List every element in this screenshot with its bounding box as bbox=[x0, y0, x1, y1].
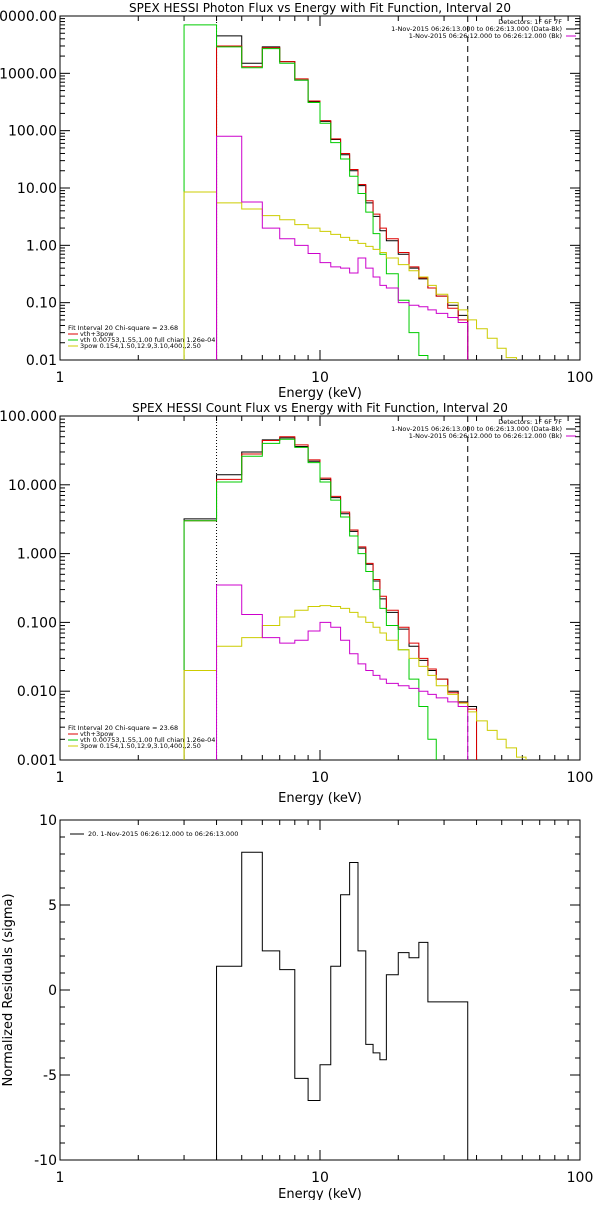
count-flux-legend-tr-text: Detectors: 1F 6F 7F bbox=[498, 418, 562, 426]
count-flux-ytick-label: 10.000 bbox=[8, 478, 57, 494]
photon-flux-xtick-label: 10 bbox=[311, 370, 329, 386]
count-flux-panel: SPEX HESSI Count Flux vs Energy with Fit… bbox=[0, 401, 593, 806]
residuals-xtick-label: 10 bbox=[311, 1170, 329, 1186]
count-flux-series-2 bbox=[183, 438, 437, 760]
photon-flux-xtick-label: 1 bbox=[56, 370, 65, 386]
photon-flux-series-4 bbox=[216, 135, 469, 360]
photon-flux-legend-tr-text: Detectors: 1F 6F 7F bbox=[498, 18, 562, 26]
count-flux-legend-bl-text: vth 0.00753,1.55,1.00 full chian 1.26e-0… bbox=[80, 736, 215, 744]
count-flux-legend-bl-text: vth+3pow bbox=[80, 730, 114, 738]
residuals-ytick-label: 5 bbox=[48, 898, 57, 914]
residuals-xlabel: Energy (keV) bbox=[278, 1187, 362, 1200]
photon-flux-legend-tr-text: 1-Nov-2015 06:26:12.000 to 06:26:12.000 … bbox=[409, 32, 562, 40]
count-flux-xtick-label: 100 bbox=[567, 770, 594, 786]
photon-flux-panel: SPEX HESSI Photon Flux vs Energy with Fi… bbox=[0, 1, 593, 401]
photon-flux-frame bbox=[59, 15, 581, 361]
photon-flux-series-2 bbox=[183, 24, 429, 360]
residuals-panel: Energy (keV) Normalized Residuals (sigma… bbox=[1, 813, 594, 1202]
count-flux-title: SPEX HESSI Count Flux vs Energy with Fit… bbox=[132, 401, 508, 415]
residuals-ytick-label: -5 bbox=[43, 1068, 57, 1084]
photon-flux-xlabel: Energy (keV) bbox=[278, 386, 362, 401]
photon-flux-legend-bl-text: vth 0.00753,1.55,1.00 full chian 1.26e-0… bbox=[80, 336, 215, 344]
photon-flux-legend-bl-text: vth+3pow bbox=[80, 330, 114, 338]
photon-flux-legend-bl-text: Fit Interval 20 Chi-square = 23.68 bbox=[68, 324, 178, 332]
residuals-ytick-label: 10 bbox=[39, 813, 57, 829]
count-flux-xlabel: Energy (keV) bbox=[278, 791, 362, 806]
photon-flux-series-1 bbox=[216, 45, 469, 360]
count-flux-ytick-label: 0.001 bbox=[17, 753, 57, 769]
count-flux-legend-bl-text: 3pow 0.154,1.50,12.9,3.10,400.,2.50 bbox=[80, 742, 201, 750]
residuals-xtick-label: 1 bbox=[56, 1170, 65, 1186]
photon-flux-ytick-label: 0.10 bbox=[26, 296, 57, 312]
count-flux-ytick-label: 0.010 bbox=[17, 684, 57, 700]
photon-flux-ytick-label: 1.00 bbox=[26, 238, 57, 254]
photon-flux-legend-tr-text: 1-Nov-2015 06:26:13.000 to 06:26:13.000 … bbox=[391, 25, 562, 33]
residuals-xtick-label: 100 bbox=[567, 1170, 594, 1186]
count-flux-legend-tr-text: 1-Nov-2015 06:26:12.000 to 06:26:12.000 … bbox=[409, 432, 562, 440]
count-flux-series-4 bbox=[216, 584, 469, 760]
photon-flux-ytick-label: 0.01 bbox=[26, 353, 57, 369]
count-flux-xtick-label: 10 bbox=[311, 770, 329, 786]
photon-flux-series-0 bbox=[216, 35, 469, 360]
residuals-ytick-label: 0 bbox=[48, 983, 57, 999]
photon-flux-ytick-label: 10.00 bbox=[17, 181, 57, 197]
residuals-ytick-label: -10 bbox=[34, 1153, 57, 1169]
residuals-legend-tl-text: 20. 1-Nov-2015 06:26:12.000 to 06:26:13.… bbox=[88, 830, 238, 838]
photon-flux-ytick-label: 100.00 bbox=[8, 124, 57, 140]
count-flux-series-3 bbox=[183, 605, 527, 760]
photon-flux-ytick-label: 0000.00 bbox=[0, 9, 57, 25]
residuals-frame bbox=[59, 819, 581, 1161]
photon-flux-series-3 bbox=[183, 191, 518, 360]
photon-flux-legend-bl-text: 3pow 0.154,1.50,12.9,3.10,400.,2.50 bbox=[80, 342, 201, 350]
residuals-ylabel: Normalized Residuals (sigma) bbox=[1, 893, 16, 1086]
count-flux-legend-bl-text: Fit Interval 20 Chi-square = 23.68 bbox=[68, 724, 178, 732]
count-flux-legend-tr-text: 1-Nov-2015 06:26:13.000 to 06:26:13.000 … bbox=[391, 425, 562, 433]
photon-flux-title: SPEX HESSI Photon Flux vs Energy with Fi… bbox=[129, 1, 511, 15]
residuals-series-0 bbox=[216, 851, 469, 1160]
photon-flux-xtick-label: 100 bbox=[567, 370, 594, 386]
photon-flux-ytick-label: 1000.00 bbox=[0, 66, 57, 82]
count-flux-ytick-label: 1.000 bbox=[17, 547, 57, 563]
count-flux-xtick-label: 1 bbox=[56, 770, 65, 786]
count-flux-ytick-label: 100.000 bbox=[0, 409, 57, 425]
count-flux-ytick-label: 0.100 bbox=[17, 615, 57, 631]
